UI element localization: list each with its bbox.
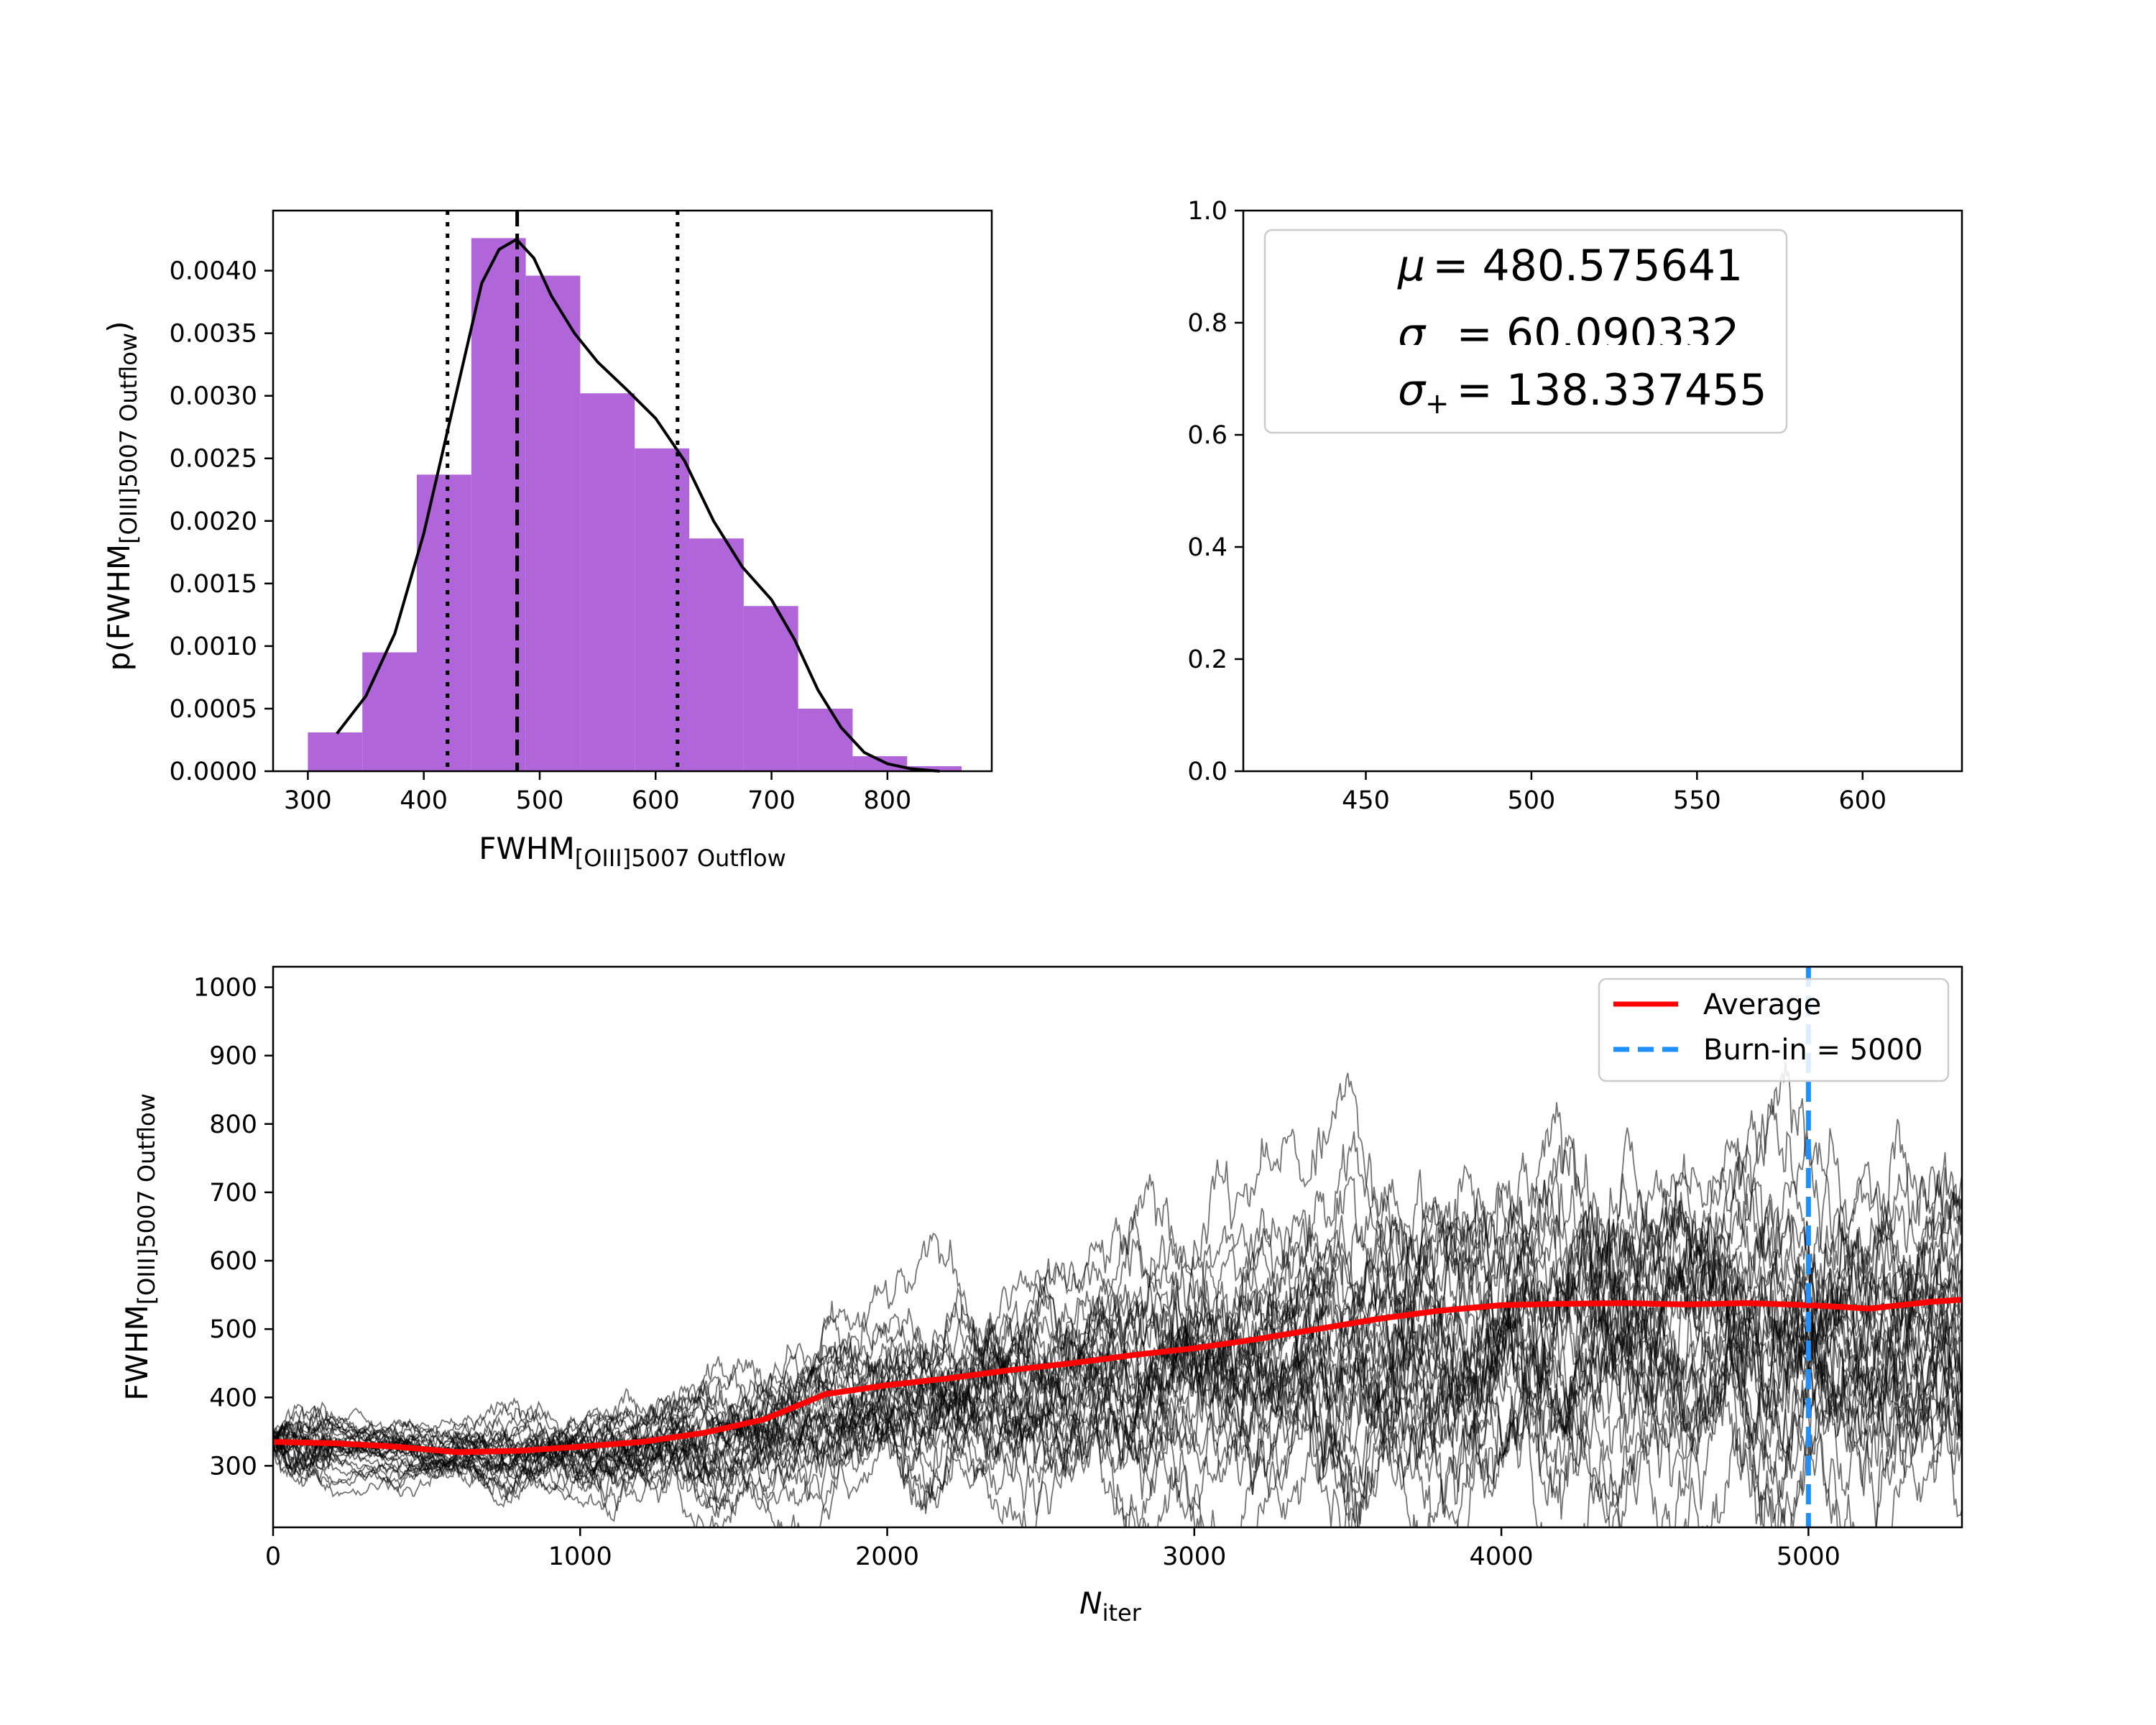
histogram-x-label: FWHM[OIII]5007 Outflow (479, 831, 786, 872)
walker-trace (273, 1134, 1962, 1527)
histogram-bar (635, 448, 690, 771)
trace-x-ticks: 0 1000 2000 3000 4000 5000 (265, 1527, 1841, 1571)
stat-mu: μ = 480.575641 (1397, 241, 1743, 291)
statistics-panel: 450 500 550 600 0.0 0.2 0.4 0.6 0.8 1.0 μ = 480.5… (1187, 197, 1963, 815)
trace-y-tick-label: 400 (209, 1384, 257, 1412)
histogram-y-tick-label: 0.0010 (170, 632, 257, 661)
trace-y-tick-label: 800 (209, 1110, 257, 1139)
histogram-bar (362, 652, 417, 771)
statistics-box (1263, 229, 1788, 434)
histogram-bar (743, 606, 798, 771)
walker-trace (273, 1210, 1962, 1504)
trace-y-tick-label: 300 (209, 1452, 257, 1481)
statistics-y-tick-label: 1.0 (1187, 197, 1227, 226)
statistics-x-tick-label: 450 (1342, 786, 1390, 815)
trace-x-tick-label: 3000 (1162, 1542, 1226, 1571)
histogram-bar (417, 474, 471, 771)
quantile-lines (446, 211, 680, 771)
histogram-bar (907, 766, 962, 771)
histogram-x-tick-label: 300 (284, 786, 332, 815)
statistics-y-ticks: 0.0 0.2 0.4 0.6 0.8 1.0 (1187, 197, 1243, 786)
trace-x-tick-label: 5000 (1777, 1542, 1841, 1571)
histogram-y-tick-label: 0.0005 (170, 695, 257, 724)
walker-trace (273, 1192, 1962, 1512)
statistics-x-ticks: 450 500 550 600 (1342, 771, 1886, 815)
statistics-axes-frame (1242, 209, 1963, 773)
stat-sigma-minus: σ−= 60.090332 (1398, 309, 1739, 364)
legend-box (1598, 978, 1950, 1082)
trace-y-tick-label: 600 (209, 1247, 257, 1276)
trace-y-ticks: 300 400 500 600 700 800 900 1000 (193, 974, 273, 1481)
trace-y-tick-label: 500 (209, 1315, 257, 1344)
statistics-x-tick-label: 550 (1673, 786, 1721, 815)
histogram-bar (580, 393, 635, 771)
trace-legend: Average Burn-in = 5000 (1598, 978, 1950, 1082)
average-line (273, 1297, 1962, 1455)
statistics-y-tick-label: 0.6 (1187, 421, 1227, 450)
statistics-x-tick-label: 500 (1508, 786, 1556, 815)
histogram-y-tick-label: 0.0025 (170, 445, 257, 474)
histogram-x-tick-label: 400 (400, 786, 448, 815)
histogram-bar (308, 732, 363, 771)
walker-trace (273, 1279, 1962, 1517)
legend-average-label: Average (1703, 988, 1821, 1021)
walker-trace (273, 1061, 1962, 1527)
histogram-x-ticks: 300 400 500 600 700 800 (284, 771, 911, 815)
histogram-y-tick-label: 0.0000 (170, 758, 257, 786)
histogram-panel: 300 400 500 600 700 800 0.00000.00050.00100.0… (101, 209, 993, 872)
trace-x-tick-label: 4000 (1470, 1542, 1534, 1571)
trace-axes-frame (272, 965, 1963, 1529)
statistics-y-tick-label: 0.4 (1187, 533, 1227, 562)
trace-y-tick-label: 900 (209, 1042, 257, 1071)
trace-x-tick-label: 1000 (548, 1542, 612, 1571)
histogram-axes-frame (272, 209, 993, 773)
histogram-x-tick-label: 600 (632, 786, 680, 815)
histogram-y-tick-label: 0.0040 (170, 257, 257, 286)
walker-trace (273, 1230, 1962, 1527)
statistics-y-tick-label: 0.2 (1187, 645, 1227, 674)
histogram-bars (308, 238, 962, 771)
trace-x-tick-label: 2000 (855, 1542, 919, 1571)
histogram-y-ticks: 0.0000 0.0005 0.0010 0.0015 0.0020 0.0025 0.00… (170, 257, 273, 786)
statistics-y-tick-label: 0.8 (1187, 309, 1227, 338)
histogram-x-tick-label: 500 (516, 786, 564, 815)
statistics-y-tick-label: 0.0 (1187, 758, 1227, 786)
histogram-y-tick-label: 0.0030 (170, 382, 257, 411)
legend-burn-in-label: Burn-in = 5000 (1703, 1034, 1923, 1067)
trace-panel: 0 1000 2000 3000 4000 5000 300 400 500 600 700 800… (119, 965, 1963, 1627)
kde-curve (336, 237, 940, 773)
trace-x-label: Niter (1079, 1586, 1142, 1627)
histogram-y-tick-label: 0.0035 (170, 320, 257, 349)
histogram-y-label: p(FWHM[OIII]5007 Outflow) (101, 321, 142, 671)
walker-traces (273, 1061, 1962, 1527)
trace-y-label: FWHM[OIII]5007 Outflow (119, 1093, 160, 1401)
statistics-x-tick-label: 600 (1838, 786, 1886, 815)
histogram-y-tick-label: 0.0015 (170, 570, 257, 599)
histogram-bar (798, 708, 853, 771)
histogram-x-tick-label: 800 (863, 786, 911, 815)
histogram-bar (525, 275, 581, 771)
trace-y-tick-label: 1000 (193, 974, 257, 1003)
stat-sigma-plus: σ+ = 138.337455 (1398, 365, 1767, 420)
histogram-y-tick-label: 0.0020 (170, 507, 257, 536)
histogram-bar (689, 538, 744, 771)
trace-x-tick-label: 0 (265, 1542, 281, 1571)
trace-y-tick-label: 700 (209, 1179, 257, 1208)
histogram-bar (852, 756, 908, 771)
histogram-x-tick-label: 700 (747, 786, 796, 815)
walker-trace (273, 1169, 1962, 1484)
